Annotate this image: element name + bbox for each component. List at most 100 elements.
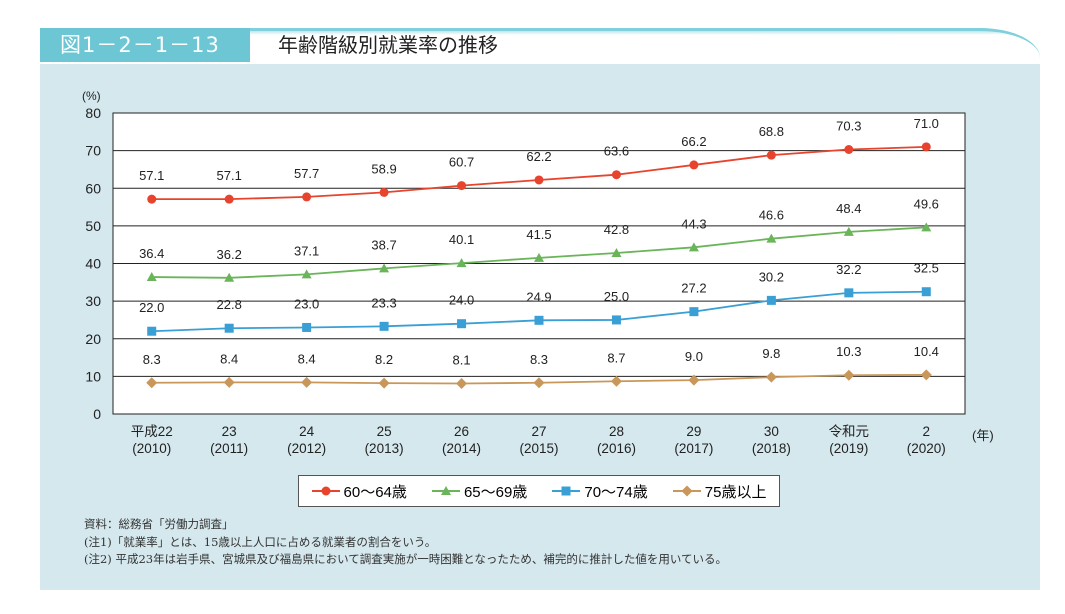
x-tick-label: 30 bbox=[764, 424, 779, 439]
data-point bbox=[766, 233, 777, 243]
figure-number: 図1－2－1－13 bbox=[40, 28, 250, 62]
data-point bbox=[457, 319, 467, 329]
data-label: 8.4 bbox=[298, 351, 316, 366]
y-tick-label: 20 bbox=[85, 331, 101, 347]
data-point bbox=[766, 150, 776, 160]
legend: 60～64歳 65～69歳 70～74歳 75歳以上 bbox=[298, 475, 780, 507]
legend-label: 65～69歳 bbox=[463, 483, 528, 501]
data-label: 10.4 bbox=[914, 344, 939, 359]
data-label: 68.8 bbox=[759, 124, 784, 139]
legend-item: 60～64歳 bbox=[311, 481, 407, 502]
data-label: 66.2 bbox=[681, 134, 706, 149]
data-point bbox=[147, 326, 157, 336]
x-tick-label: (2010) bbox=[132, 441, 171, 456]
data-label: 46.6 bbox=[759, 208, 784, 223]
data-point bbox=[302, 192, 312, 202]
data-label: 8.1 bbox=[453, 353, 471, 368]
legend-marker-icon bbox=[311, 486, 340, 496]
data-point bbox=[534, 175, 544, 185]
data-label: 44.3 bbox=[681, 216, 706, 231]
data-point bbox=[610, 375, 622, 387]
y-tick-label: 40 bbox=[85, 256, 101, 272]
x-tick-label: (2014) bbox=[442, 441, 481, 456]
data-point bbox=[301, 376, 313, 388]
x-tick-label: 26 bbox=[454, 424, 469, 439]
data-label: 24.0 bbox=[449, 293, 474, 308]
legend-label: 60～64歳 bbox=[343, 483, 407, 501]
data-point bbox=[379, 263, 390, 273]
data-label: 27.2 bbox=[681, 281, 706, 296]
data-label: 32.5 bbox=[914, 261, 939, 276]
data-point bbox=[921, 287, 931, 297]
chart-title: 年齢階級別就業率の推移 bbox=[278, 33, 498, 57]
data-label: 48.4 bbox=[836, 201, 861, 216]
data-point bbox=[921, 142, 931, 152]
data-label: 36.4 bbox=[139, 246, 164, 261]
data-point bbox=[301, 269, 312, 279]
data-point bbox=[689, 160, 699, 170]
data-point bbox=[147, 194, 157, 204]
data-label: 58.9 bbox=[371, 161, 396, 176]
data-point bbox=[688, 242, 699, 252]
x-tick-label: (2015) bbox=[519, 441, 558, 456]
data-point bbox=[611, 170, 621, 180]
data-point bbox=[224, 272, 235, 282]
legend-marker-icon bbox=[672, 485, 701, 497]
data-label: 23.0 bbox=[294, 296, 319, 311]
x-tick-label: 25 bbox=[377, 424, 392, 439]
data-label: 22.0 bbox=[139, 300, 164, 315]
x-tick-label: 27 bbox=[531, 424, 546, 439]
data-label: 71.0 bbox=[914, 116, 939, 131]
data-label: 22.8 bbox=[217, 297, 242, 312]
data-label: 62.2 bbox=[526, 149, 551, 164]
data-label: 42.8 bbox=[604, 222, 629, 237]
legend-item: 75歳以上 bbox=[672, 481, 766, 502]
data-point bbox=[379, 187, 389, 197]
data-label: 9.0 bbox=[685, 349, 703, 364]
x-tick-label: 28 bbox=[609, 424, 624, 439]
data-point bbox=[223, 376, 235, 388]
x-tick-label: (2016) bbox=[597, 441, 636, 456]
legend-label: 70～74歳 bbox=[584, 483, 648, 501]
y-axis-label: (%) bbox=[82, 89, 101, 103]
data-label: 63.6 bbox=[604, 144, 629, 159]
data-label: 23.3 bbox=[371, 295, 396, 310]
y-tick-label: 0 bbox=[93, 406, 101, 422]
y-tick-label: 70 bbox=[85, 143, 101, 159]
data-label: 40.1 bbox=[449, 232, 474, 247]
y-tick-label: 10 bbox=[85, 368, 101, 384]
data-label: 8.4 bbox=[220, 351, 238, 366]
x-tick-label: (2012) bbox=[287, 441, 326, 456]
data-label: 9.8 bbox=[762, 346, 780, 361]
data-point bbox=[302, 322, 312, 332]
data-label: 8.3 bbox=[530, 352, 548, 367]
data-point bbox=[689, 307, 699, 317]
source-note: 資料：総務省「労働力調査」 bbox=[84, 517, 234, 531]
data-label: 38.7 bbox=[371, 237, 396, 252]
legend-marker-icon bbox=[552, 486, 581, 496]
data-label: 57.7 bbox=[294, 166, 319, 181]
legend-item: 70～74歳 bbox=[552, 481, 648, 502]
data-point bbox=[921, 222, 932, 232]
data-point bbox=[457, 181, 467, 191]
x-tick-label: 23 bbox=[222, 424, 237, 439]
x-tick-label: 24 bbox=[299, 424, 315, 439]
data-point bbox=[920, 369, 932, 381]
data-point bbox=[843, 226, 854, 236]
x-tick-label: (2011) bbox=[210, 441, 248, 456]
x-tick-label: 令和元 bbox=[829, 424, 870, 439]
data-point bbox=[378, 377, 390, 389]
data-point bbox=[611, 315, 621, 325]
y-tick-label: 60 bbox=[85, 180, 101, 196]
data-point bbox=[534, 315, 544, 325]
data-point bbox=[146, 272, 157, 282]
data-label: 10.3 bbox=[836, 344, 861, 359]
data-label: 25.0 bbox=[604, 289, 629, 304]
data-point bbox=[146, 377, 158, 389]
data-label: 57.1 bbox=[217, 168, 242, 183]
data-label: 24.9 bbox=[526, 289, 551, 304]
data-point bbox=[766, 295, 776, 305]
data-label: 60.7 bbox=[449, 155, 474, 170]
data-label: 8.7 bbox=[607, 350, 625, 365]
